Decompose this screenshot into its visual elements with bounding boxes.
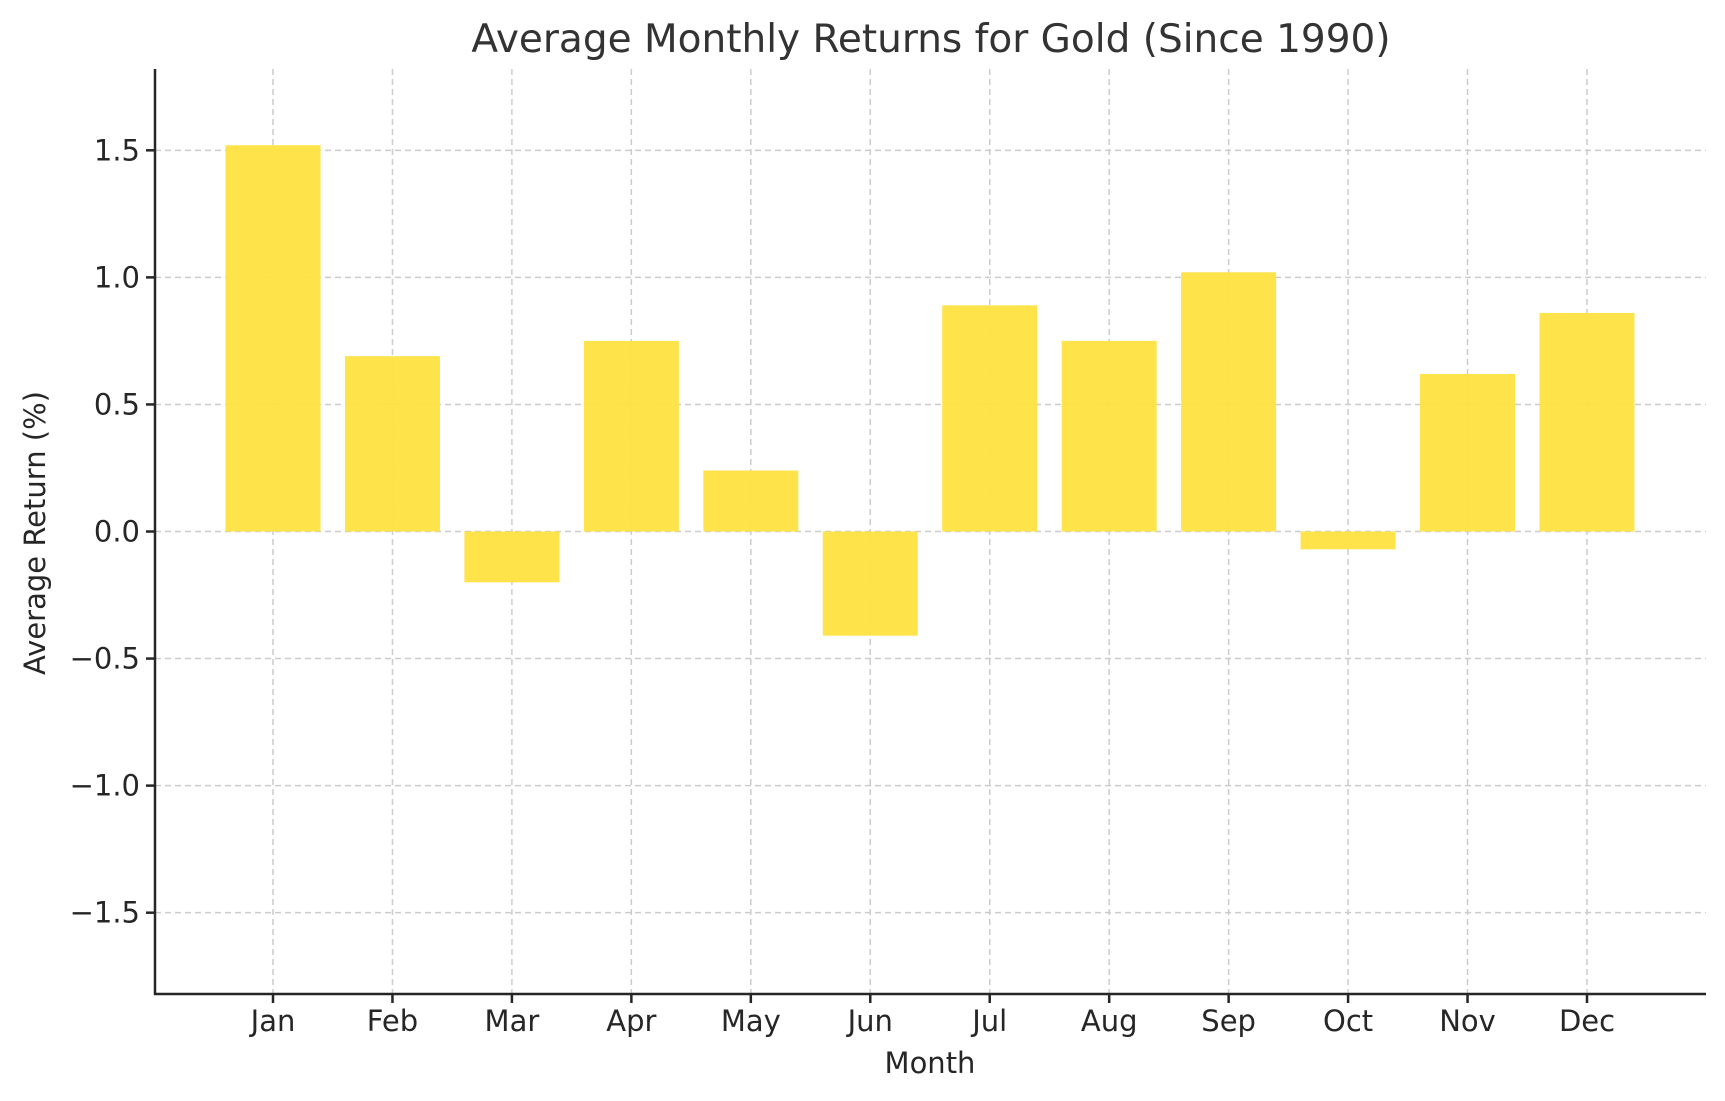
x-ticks: Jan Feb Mar Apr May Jun Jul Aug Sep Oct Nov Dec [249,994,1615,1038]
x-tick-label: Oct [1323,1004,1373,1038]
x-tick-label: Feb [367,1004,418,1038]
bar-sep [1181,272,1277,532]
bar-dec [1539,312,1635,532]
bar-mar [464,531,560,583]
bar-jul [942,305,1038,532]
y-axis-label: Average Return (%) [18,391,52,675]
bar-jun [822,531,918,636]
bar-feb [344,356,440,532]
x-tick-label: Dec [1559,1004,1615,1038]
bar-nov [1420,373,1516,532]
x-tick-label: Sep [1201,1004,1256,1038]
y-tick-label: −1.5 [70,896,140,930]
bar-aug [1061,340,1157,532]
y-tick-label: −1.0 [70,769,140,803]
x-axis-label: Month [885,1046,976,1080]
y-tick-label: −0.5 [70,642,140,676]
x-tick-label: Aug [1081,1004,1138,1038]
x-tick-label: Jan [249,1004,296,1038]
y-ticks: −1.5 −1.0 −0.5 0.0 0.5 1.0 1.5 [70,133,155,930]
bars [225,145,1635,636]
bar-jan [225,145,321,532]
x-tick-label: Jun [846,1004,893,1038]
x-tick-label: Jul [970,1004,1007,1038]
x-tick-label: Apr [606,1004,656,1038]
x-tick-label: Mar [485,1004,540,1038]
x-tick-label: May [721,1004,781,1038]
chart-title: Average Monthly Returns for Gold (Since … [471,17,1390,62]
y-tick-label: 0.0 [94,515,140,549]
bar-may [703,470,799,532]
y-tick-label: 1.0 [94,260,140,294]
x-tick-label: Nov [1439,1004,1496,1038]
y-tick-label: 0.5 [94,387,140,421]
bar-apr [583,340,679,532]
y-tick-label: 1.5 [94,133,140,167]
bar-oct [1300,531,1396,550]
